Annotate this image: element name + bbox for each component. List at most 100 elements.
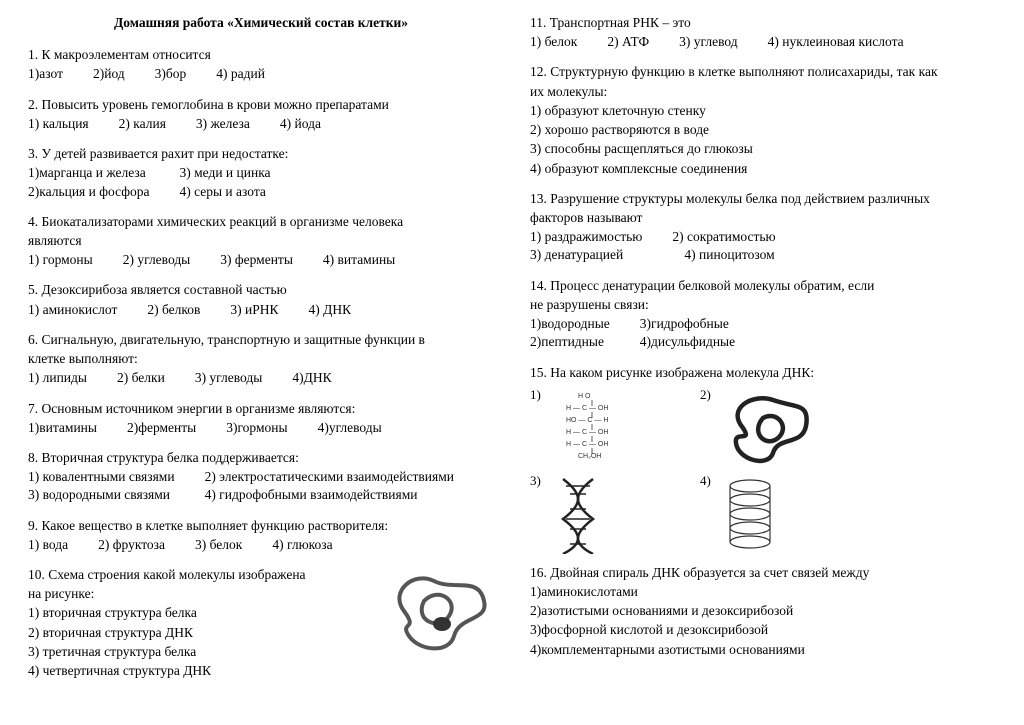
right-column: 11. Транспортная РНК – это 1) белок 2) А… [530,14,996,693]
q14-stem1: 14. Процесс денатурации белковой молекул… [530,277,996,295]
protein-globule-icon [718,388,813,466]
q15-fig4: 4) [700,472,850,552]
q13-opt3: 3) денатурацией [530,246,642,264]
q13-opt2: 2) сократимостью [672,228,775,246]
q2-options: 1) кальция 2) калия 3) железа 4) йода [28,115,494,133]
q8-opt1: 1) ковалентными связями [28,468,175,486]
q4-opt2: 2) углеводы [123,251,191,269]
q4-opt3: 3) ферменты [220,251,293,269]
question-2: 2. Повысить уровень гемоглобина в крови … [28,96,494,133]
q2-opt1: 1) кальция [28,115,89,133]
q5-opt4: 4) ДНК [309,301,352,319]
q2-stem: 2. Повысить уровень гемоглобина в крови … [28,96,494,114]
q1-options: 1)азот 2)йод 3)бор 4) радий [28,65,494,83]
question-3: 3. У детей развивается рахит при недоста… [28,145,494,201]
q4-stem2: являются [28,232,494,250]
q3-opt4: 4) серы и азота [179,183,270,201]
q7-stem: 7. Основным источником энергии в организ… [28,400,494,418]
question-6: 6. Сигнальную, двигательную, транспортну… [28,331,494,388]
q2-opt4: 4) йода [280,115,321,133]
q15-label3: 3) [530,472,541,490]
svg-text:HO — C — H: HO — C — H [566,417,608,424]
q16-opt1: 1)аминокислотами [530,583,996,601]
q7-opt3: 3)гормоны [226,419,287,437]
q11-opt3: 3) углевод [679,33,737,51]
q16-stem: 16. Двойная спираль ДНК образуется за сч… [530,564,996,582]
q13-opt4: 4) пиноцитозом [672,246,775,264]
q8-stem: 8. Вторичная структура белка поддерживае… [28,449,494,467]
question-5: 5. Дезоксирибоза является составной част… [28,281,494,318]
q10-opt2: 2) вторичная структура ДНК [28,624,374,642]
q1-opt2: 2)йод [93,65,125,83]
q11-opt2: 2) АТФ [607,33,649,51]
question-15: 15. На каком рисунке изображена молекула… [530,364,996,552]
q6-opt3: 3) углеводы [195,369,263,387]
molecule-structural-formula-icon: H O H — C — OH HO — C — H H — C — OH H —… [548,388,638,466]
question-7: 7. Основным источником энергии в организ… [28,400,494,437]
q5-stem: 5. Дезоксирибоза является составной част… [28,281,494,299]
q12-opt4: 4) образуют комплексные соединения [530,160,996,178]
q11-options: 1) белок 2) АТФ 3) углевод 4) нуклеинова… [530,33,996,51]
q14-opt3: 2)пептидные [530,333,610,351]
svg-text:H — C — OH: H — C — OH [566,429,608,436]
q15-label1: 1) [530,386,541,404]
q15-stem: 15. На каком рисунке изображена молекула… [530,364,996,382]
q1-opt1: 1)азот [28,65,63,83]
q7-options: 1)витамины 2)ферменты 3)гормоны 4)углево… [28,419,494,437]
q1-opt3: 3)бор [155,65,187,83]
q16-opt4: 4)комплементарными азотистыми основаниям… [530,641,996,659]
q12-opt1: 1) образуют клеточную стенку [530,102,996,120]
question-9: 9. Какое вещество в клетке выполняет фун… [28,517,494,554]
q11-opt4: 4) нуклеиновая кислота [768,33,904,51]
q4-opt4: 4) витамины [323,251,395,269]
q8-opt3: 3) водородными связями [28,486,175,504]
q3-opt2: 3) меди и цинка [179,164,270,182]
q6-opt1: 1) липиды [28,369,87,387]
question-16: 16. Двойная спираль ДНК образуется за сч… [530,564,996,659]
q9-opt3: 3) белок [195,536,242,554]
question-12: 12. Структурную функцию в клетке выполня… [530,63,996,177]
q14-stem2: не разрушены связи: [530,296,996,314]
svg-text:H — C — OH: H — C — OH [566,441,608,448]
alpha-helix-icon [718,474,788,554]
question-13: 13. Разрушение структуры молекулы белка … [530,190,996,265]
q5-opt1: 1) аминокислот [28,301,117,319]
q8-options: 1) ковалентными связями 2) электростатич… [28,468,494,504]
q10-opt1: 1) вторичная структура белка [28,604,374,622]
protein-tertiary-icon [384,566,494,656]
q12-stem1: 12. Структурную функцию в клетке выполня… [530,63,996,81]
q14-options: 1)водородные 3)гидрофобные 2)пептидные 4… [530,315,996,351]
q7-opt4: 4)углеводы [318,419,382,437]
q13-options: 1) раздражимостью 2) сократимостью 3) де… [530,228,996,264]
q13-opt1: 1) раздражимостью [530,228,642,246]
q6-stem2: клетке выполняют: [28,350,494,368]
q5-options: 1) аминокислот 2) белков 3) иРНК 4) ДНК [28,301,494,319]
q15-fig3: 3) [530,472,680,552]
q10-opt3: 3) третичная структура белка [28,643,374,661]
q3-opt3: 2)кальция и фосфора [28,183,149,201]
q9-opt2: 2) фруктоза [98,536,165,554]
q5-opt3: 3) иРНК [230,301,278,319]
q10-stem1: 10. Схема строения какой молекулы изобра… [28,566,374,584]
question-8: 8. Вторичная структура белка поддерживае… [28,449,494,505]
question-1: 1. К макроэлементам относится 1)азот 2)й… [28,46,494,83]
dna-double-helix-icon [548,474,618,554]
question-11: 11. Транспортная РНК – это 1) белок 2) А… [530,14,996,51]
q15-fig1: 1) H O H — C — OH HO — C — H H — C — OH … [530,386,680,466]
q2-opt2: 2) калия [119,115,166,133]
q1-stem: 1. К макроэлементам относится [28,46,494,64]
q4-opt1: 1) гормоны [28,251,93,269]
q5-opt2: 2) белков [147,301,200,319]
q13-stem2: факторов называют [530,209,996,227]
q15-fig2: 2) [700,386,850,466]
q16-opt2: 2)азотистыми основаниями и дезоксирибозо… [530,602,996,620]
q12-stem2: их молекулы: [530,83,996,101]
q14-opt1: 1)водородные [530,315,610,333]
page-columns: Домашняя работа «Химический состав клетк… [28,14,996,693]
q4-options: 1) гормоны 2) углеводы 3) ферменты 4) ви… [28,251,494,269]
q4-stem1: 4. Биокатализаторами химических реакций … [28,213,494,231]
q7-opt2: 2)ферменты [127,419,196,437]
q10-text: 10. Схема строения какой молекулы изобра… [28,566,374,681]
q3-stem: 3. У детей развивается рахит при недоста… [28,145,494,163]
q10-opt4: 4) четвертичная структура ДНК [28,662,374,680]
